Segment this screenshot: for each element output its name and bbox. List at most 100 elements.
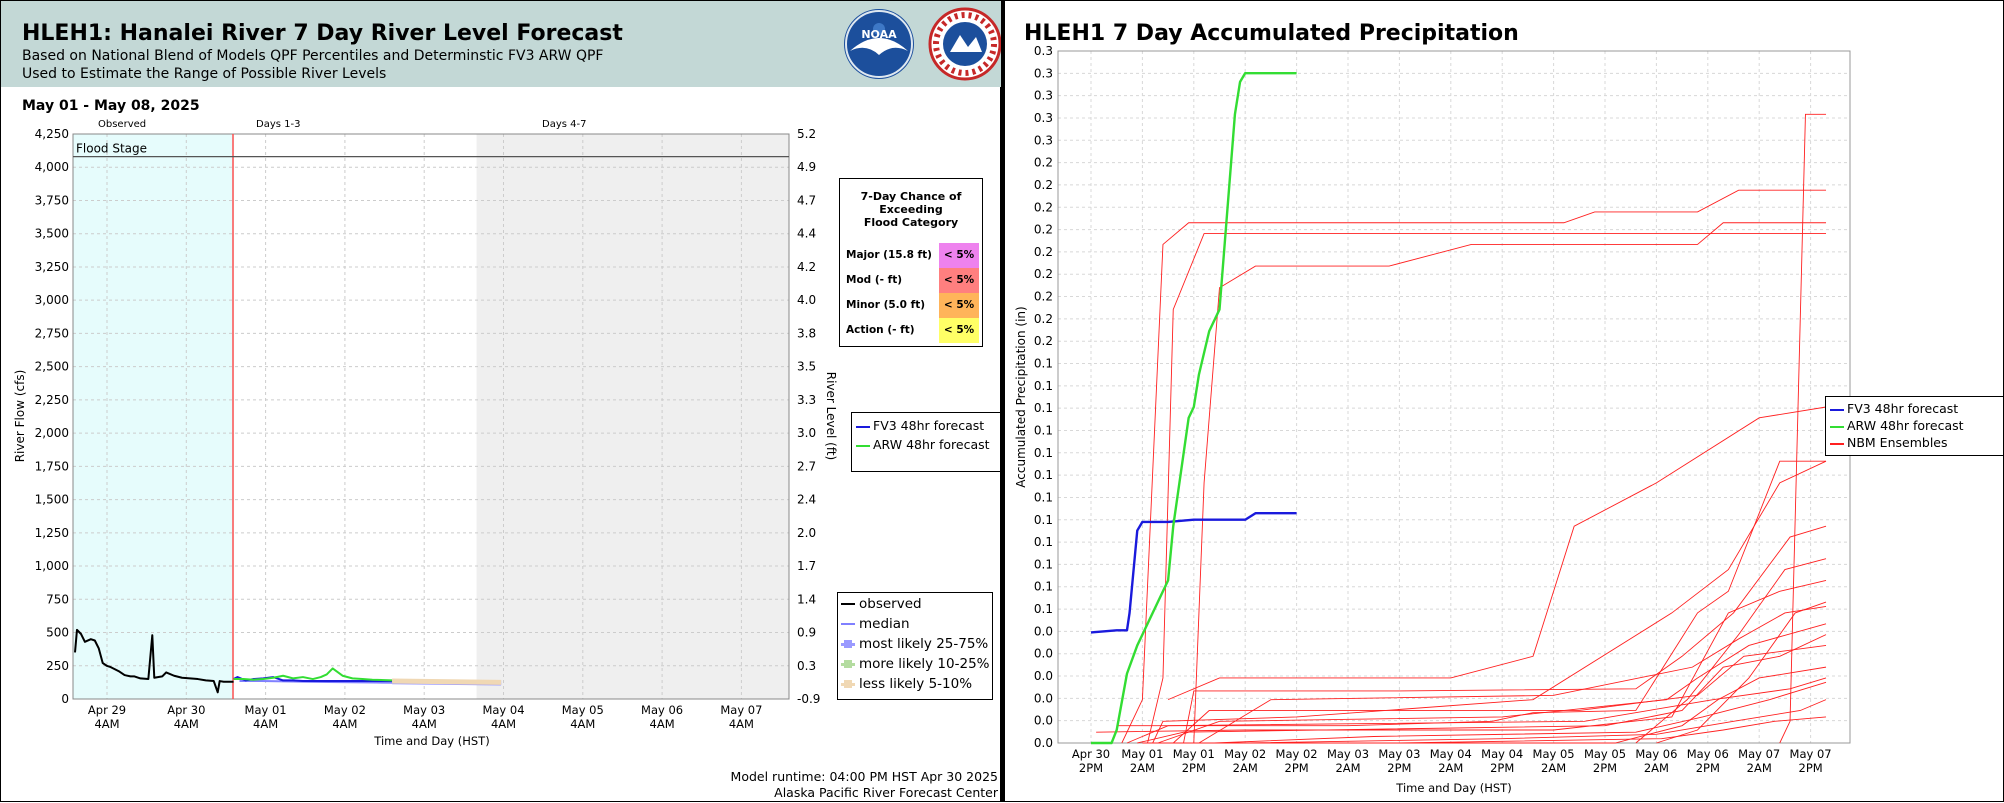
nbm-ensemble-line	[1183, 525, 1827, 744]
x-tick-label: 4AM	[253, 717, 278, 731]
chance-row: Action (- ft) < 5%	[846, 318, 979, 343]
x-tick-label: 2AM	[1130, 761, 1155, 775]
y-tick-label: 4,250	[35, 127, 69, 141]
river-chart-subtitle-2: Used to Estimate the Range of Possible R…	[22, 66, 387, 82]
y2-tick-label: 4.2	[797, 260, 816, 274]
x-tick-label: May 02	[1224, 747, 1266, 761]
x-tick-label: May 01	[245, 703, 287, 717]
y2-tick-label: 2.7	[797, 459, 816, 473]
y-tick-label: 1,750	[35, 459, 69, 473]
x-tick-label: 2AM	[1541, 761, 1566, 775]
legend-item: median	[841, 616, 992, 636]
legend-swatch	[841, 639, 855, 648]
date-range: May 01 - May 08, 2025	[22, 98, 200, 114]
x-tick-label: May 03	[403, 703, 445, 717]
x-tick-label: 2AM	[1747, 761, 1772, 775]
forecast-center: Alaska Pacific River Forecast Center	[774, 785, 998, 800]
y-tick-label: 0.2	[1034, 312, 1053, 326]
legend-item: FV3 48hr forecast	[1830, 401, 2003, 418]
nbm-ensemble-line	[1198, 605, 1827, 744]
x-tick-label: 2PM	[1285, 761, 1309, 775]
noaa-logo: NOAA	[844, 9, 914, 79]
x-tick-label: Apr 30	[1072, 747, 1110, 761]
nbm-ensemble-line	[1116, 460, 1827, 727]
x-tick-label: 2AM	[1644, 761, 1669, 775]
x-tick-label: May 03	[1327, 747, 1369, 761]
legend-label: FV3 48hr forecast	[1847, 401, 1959, 416]
x-tick-label: 2AM	[1335, 761, 1360, 775]
y-tick-label: 0.2	[1034, 245, 1053, 259]
y-tick-label: 2,250	[35, 393, 69, 407]
y-tick-label: 2,500	[35, 360, 69, 374]
y2-tick-label: 2.0	[797, 526, 816, 540]
y-tick-label: 0.1	[1034, 580, 1053, 594]
legend-label: most likely 25-75%	[859, 636, 989, 652]
river-flow-chart: Observed Days 1-3 Days 4-7 0 -0.9 250 0.3 500 0.…	[13, 119, 838, 748]
y-tick-label: 0.0	[1034, 647, 1053, 661]
x-tick-label: May 02	[324, 703, 366, 717]
y-tick-label: 0.3	[1034, 66, 1053, 80]
y2-tick-label: 4.9	[797, 160, 816, 174]
y2-tick-label: 3.5	[797, 360, 816, 374]
y2-tick-label: 3.8	[797, 326, 816, 340]
y2-tick-label: -0.9	[797, 692, 820, 706]
flood-stage-label: Flood Stage	[76, 142, 147, 156]
y-tick-label: 0.1	[1034, 602, 1053, 616]
legend-swatch	[856, 425, 870, 428]
nbm-ensemble-line	[1188, 716, 1827, 744]
y-tick-label: 0.0	[1034, 669, 1053, 683]
river-chart-subtitle-1: Based on National Blend of Models QPF Pe…	[22, 48, 604, 64]
legend-label: more likely 10-25%	[859, 656, 990, 672]
x-tick-label: 4AM	[332, 717, 357, 731]
y-tick-label: 0.3	[1034, 89, 1053, 103]
chance-row-value: < 5%	[939, 293, 979, 318]
y-tick-label: 0.2	[1034, 334, 1053, 348]
nbm-ensemble-line	[1167, 406, 1827, 701]
legend-label: median	[859, 616, 910, 632]
legend-swatch	[841, 603, 855, 605]
period-label-days-4-7: Days 4-7	[542, 119, 586, 130]
x-tick-label: 4AM	[729, 717, 754, 731]
y-tick-label: 750	[46, 592, 69, 606]
observed-legend: observed median most likely 25-75% more lik…	[837, 592, 993, 700]
nbm-ensemble-line	[1126, 677, 1827, 744]
legend-swatch	[841, 679, 855, 688]
nbm-ensemble-line	[1172, 645, 1827, 744]
y-tick-label: 1,500	[35, 493, 69, 507]
legend-label: ARW 48hr forecast	[873, 437, 990, 452]
nbm-ensemble-line	[1137, 634, 1827, 744]
y-tick-label: 0.0	[1034, 714, 1053, 728]
y-tick-label: 0.1	[1034, 490, 1053, 504]
legend-item: ARW 48hr forecast	[856, 437, 1000, 456]
y-tick-label: 0.1	[1034, 401, 1053, 415]
nbm-ensemble-line	[1656, 601, 1827, 744]
legend-label: FV3 48hr forecast	[873, 418, 985, 433]
legend-label: ARW 48hr forecast	[1847, 418, 1964, 433]
x-tick-label: 4AM	[491, 717, 516, 731]
x-tick-label: 2AM	[1233, 761, 1258, 775]
y-tick-label: 0.3	[1034, 111, 1053, 125]
nws-logo	[928, 7, 1002, 81]
y-tick-label: 2,750	[35, 326, 69, 340]
legend-swatch	[1830, 442, 1844, 445]
y-axis-label: River Flow (cfs)	[13, 370, 27, 463]
x-tick-label: May 05	[1533, 747, 1575, 761]
y2-axis-label: River Level (ft)	[824, 372, 838, 460]
series-line-arw-48hr-forecast	[1091, 71, 1297, 745]
x-tick-label: May 07	[1790, 747, 1832, 761]
legend-item: FV3 48hr forecast	[856, 418, 1000, 437]
x-tick-label: May 07	[1738, 747, 1780, 761]
y-tick-label: 0.1	[1034, 468, 1053, 482]
series-line-less-likely-5-10-	[392, 678, 502, 685]
observed-region	[73, 134, 235, 699]
y-tick-label: 0.3	[1034, 133, 1053, 147]
y2-tick-label: 2.4	[797, 493, 816, 507]
y-tick-label: 0.1	[1034, 379, 1053, 393]
x-tick-label: 2PM	[1593, 761, 1617, 775]
x-tick-label: 4AM	[174, 717, 199, 731]
legend-swatch	[1830, 408, 1844, 411]
chance-row-label: Mod (- ft)	[846, 274, 903, 286]
x-tick-label: May 03	[1378, 747, 1420, 761]
days-4-7-region	[476, 134, 789, 699]
chance-row-label: Minor (5.0 ft)	[846, 299, 926, 311]
